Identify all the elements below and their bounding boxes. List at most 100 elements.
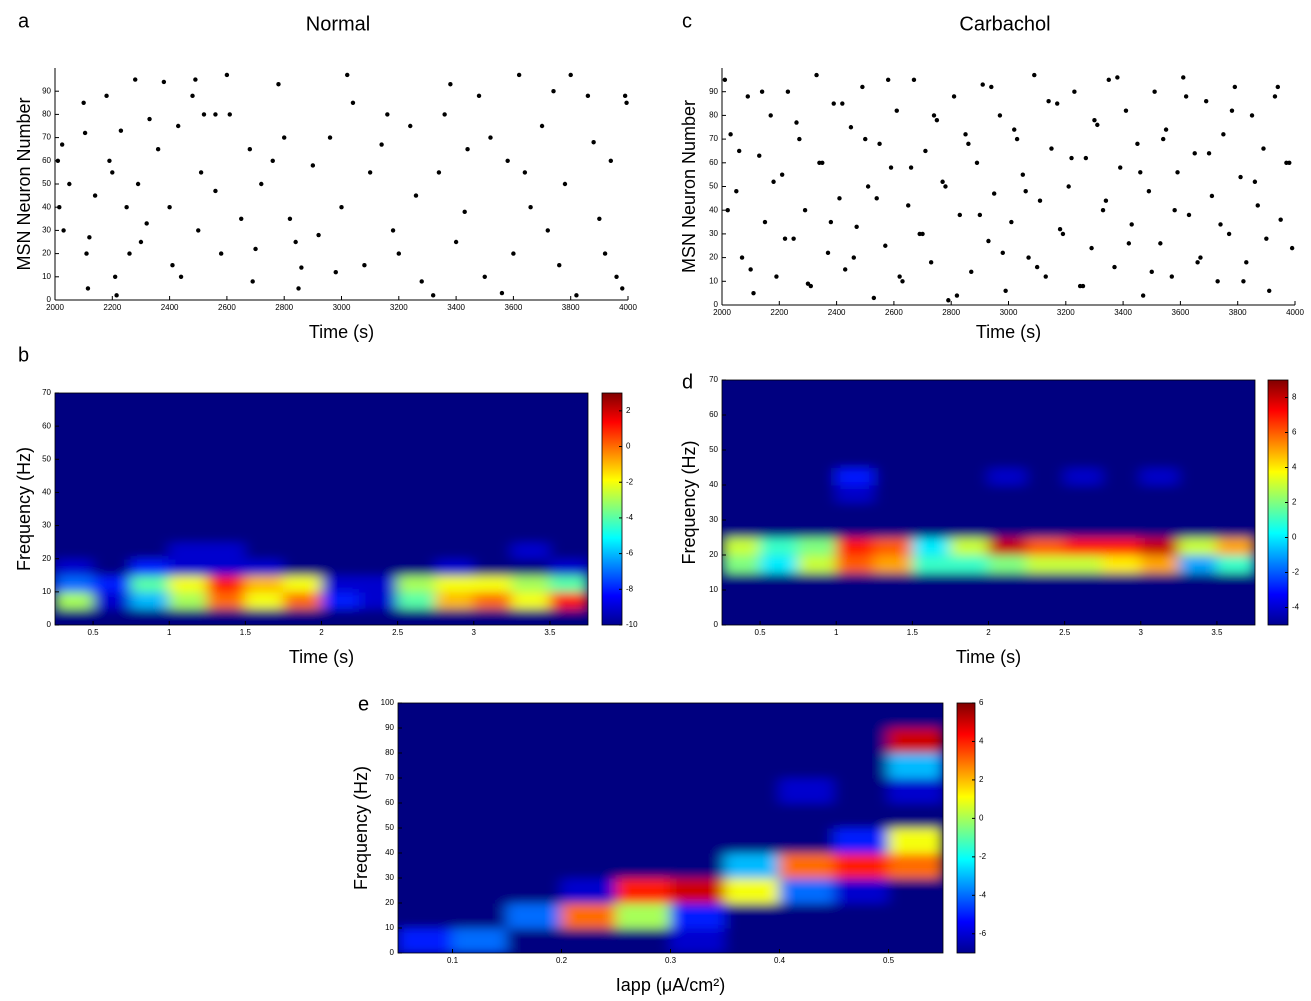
heat-cell [1178, 397, 1218, 416]
x-tick-label: 2600 [218, 303, 236, 312]
spike [1289, 245, 1295, 251]
heat-cell [511, 607, 551, 625]
heat-cell [168, 508, 208, 527]
heat-cell [949, 432, 989, 451]
heat-cell [949, 414, 989, 433]
spike [814, 72, 819, 78]
heat-cell [911, 519, 951, 538]
heat-cell [206, 591, 246, 609]
heat-cell [435, 558, 475, 576]
y-tick-label: 70 [42, 388, 51, 397]
x-tick-label: 2200 [103, 303, 121, 312]
spike [114, 293, 119, 298]
heat-cell [206, 458, 246, 477]
heat-cell [615, 927, 671, 953]
heat-cell [1216, 414, 1255, 433]
spike [1244, 260, 1249, 265]
heat-cell [435, 591, 475, 609]
heat-cell [797, 537, 837, 556]
spike [897, 274, 902, 279]
spike [757, 153, 762, 158]
spike [1175, 170, 1180, 175]
spike [842, 267, 848, 272]
heat-cell [282, 491, 322, 510]
y-tick-label: 60 [42, 421, 51, 430]
x-tick-label: 3400 [447, 303, 465, 312]
heat-cell [206, 558, 246, 576]
spike [1255, 203, 1260, 208]
heat-cell [398, 927, 453, 953]
heat-cell [797, 502, 837, 521]
spike [1249, 113, 1255, 118]
spike [296, 286, 301, 291]
heat-cell [1064, 397, 1104, 416]
heat-cell [1026, 484, 1066, 503]
spike [138, 239, 144, 245]
heat-cell [282, 525, 322, 543]
heat-cell [759, 537, 799, 556]
heat-cell [321, 458, 361, 477]
heat-cell [1064, 589, 1104, 608]
spike [81, 100, 86, 106]
spike [954, 293, 960, 298]
panel-label: d [682, 371, 693, 393]
panel-label: a [18, 10, 30, 32]
heat-cell [244, 491, 284, 510]
heat-cell [397, 541, 437, 560]
heat-cell [549, 525, 588, 543]
spike [133, 77, 138, 82]
heat-cell [888, 777, 943, 804]
heat-cell [1102, 397, 1142, 416]
heat-cell [1178, 502, 1218, 521]
heat-cell [911, 572, 951, 591]
heat-cell [473, 558, 513, 576]
spike [1229, 108, 1235, 113]
heat-cell [1102, 449, 1142, 468]
y-tick-label: 30 [709, 229, 718, 238]
heat-cell [949, 484, 989, 503]
heat-cell [244, 393, 284, 411]
x-tick-label: 0.2 [556, 956, 568, 965]
heat-cell [55, 442, 94, 460]
x-tick-label: 2000 [713, 308, 731, 317]
spike [734, 189, 739, 194]
heat-cell [244, 442, 284, 460]
spike [1049, 146, 1054, 151]
y-tick-label: 40 [42, 488, 51, 497]
spike [390, 228, 396, 233]
heat-cell [615, 752, 671, 779]
spike [851, 255, 856, 260]
spike [327, 135, 333, 140]
y-tick-label: 60 [709, 410, 718, 419]
spike [622, 93, 628, 99]
heat-cell [506, 752, 562, 779]
heat-cell [873, 589, 913, 608]
heat-cell [797, 414, 837, 433]
spike [196, 228, 201, 233]
x-tick-label: 1 [834, 628, 839, 637]
heat-cell [988, 572, 1028, 591]
heat-cell [988, 432, 1028, 451]
spike [516, 72, 522, 78]
x-axis-label: Time (s) [289, 647, 354, 667]
y-tick-label: 50 [42, 179, 51, 188]
y-tick-label: 90 [385, 723, 394, 732]
heat-cell [452, 902, 508, 929]
colorbar-tick-label: 2 [626, 406, 631, 415]
heat-cell [949, 502, 989, 521]
heat-cell [873, 414, 913, 433]
heat-cell [452, 827, 508, 854]
heat-cell [244, 458, 284, 477]
heat-cell [130, 574, 170, 593]
spike [557, 263, 562, 268]
x-tick-label: 2800 [942, 308, 960, 317]
heat-cell [833, 927, 889, 953]
heat-cell [797, 397, 837, 416]
spike [522, 170, 528, 175]
heat-cell [244, 425, 284, 444]
heat-cell [1064, 554, 1104, 573]
spike [476, 93, 482, 99]
heat-cell [511, 393, 551, 411]
heat-cell [397, 458, 437, 477]
spike [785, 89, 791, 94]
